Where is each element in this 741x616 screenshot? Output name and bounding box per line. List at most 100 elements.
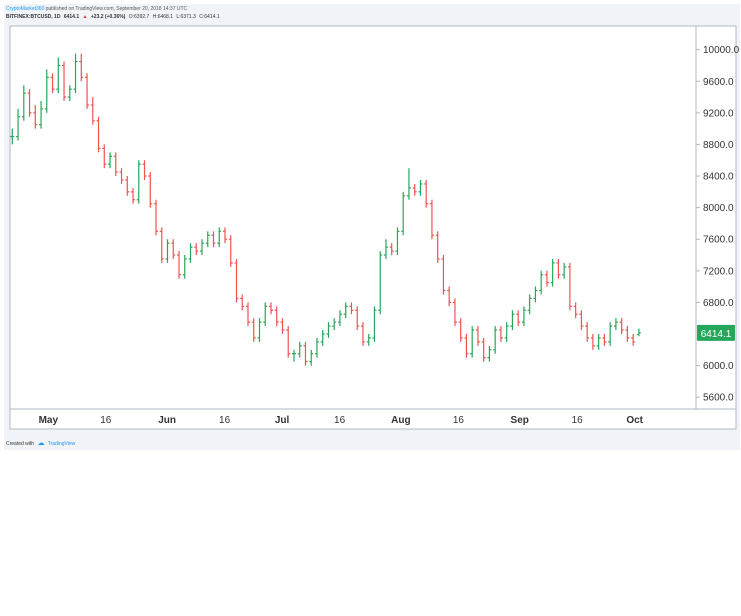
x-tick-label: 16 [334, 415, 346, 426]
change-arrow-icon: ▲ [82, 14, 88, 20]
ohlc-bar [378, 251, 383, 315]
ohlc-bar [62, 61, 67, 102]
ohlc-bar [539, 270, 544, 295]
ohlc-bar [556, 258, 561, 279]
y-tick-label: 5600.0 [703, 393, 734, 404]
ohlc-bar [337, 310, 342, 327]
x-tick-label: Aug [391, 415, 410, 426]
ohlc-bar [631, 333, 636, 346]
x-tick-label: Jun [158, 415, 176, 426]
price-chart[interactable]: 10000.0 9600.0 9200.0 8800.0 8400.0 8000.0 760… [8, 24, 740, 434]
ohlc-bar [608, 322, 613, 346]
last-price-badge-label: 6414.1 [701, 329, 732, 340]
ohlc-bar [79, 53, 84, 82]
ohlc-bar [257, 318, 262, 342]
ohlc-bar [303, 341, 308, 366]
last-price-badge [697, 324, 735, 341]
ohlc-bar [96, 116, 101, 153]
ohlc-bar [148, 172, 153, 208]
ohlc-bar [326, 322, 331, 338]
last-price: 6414.1 [63, 14, 80, 20]
ohlc-bar [412, 183, 417, 196]
ohlc-bar [573, 302, 578, 319]
y-tick-label: 6800.0 [703, 298, 734, 309]
ohlc-bar [441, 255, 446, 295]
y-tick-label: 6000.0 [703, 361, 734, 372]
ohlc-close: C:6414.1 [199, 14, 220, 20]
ohlc-bar [613, 318, 618, 331]
symbol-name: BITFINEX:BTCUSD, 1D [6, 14, 61, 20]
ohlc-bar [291, 349, 296, 362]
ohlc-bar [447, 286, 452, 307]
ohlc-bar [131, 187, 136, 204]
publish-info: CryptoMarket360 published on TradingView… [6, 6, 187, 12]
publish-text: published on TradingView.com, September … [45, 6, 188, 12]
plot-area [9, 25, 697, 410]
ohlc-bar [366, 333, 371, 346]
ohlc-bar [636, 328, 641, 337]
ohlc-bar [579, 310, 584, 331]
ohlc-bar [39, 101, 44, 129]
ohlc-bar [67, 85, 72, 102]
ohlc-bar [154, 199, 159, 236]
ohlc-bar [188, 243, 193, 263]
ohlc-bar [108, 152, 113, 169]
ohlc-bar [544, 270, 549, 287]
author-link[interactable]: CryptoMarket360 [6, 6, 45, 12]
ohlc-bar [222, 227, 227, 244]
ohlc-bar [245, 302, 250, 327]
ohlc-bar [567, 262, 572, 311]
ohlc-bar [389, 243, 394, 256]
ohlc-bar [625, 326, 630, 342]
ohlc-bar [481, 337, 486, 362]
y-tick-label: 7600.0 [703, 235, 734, 246]
ohlc-bar [56, 57, 61, 94]
ohlc-bar [527, 294, 532, 315]
ohlc-bar [475, 326, 480, 346]
price-axis [695, 25, 737, 410]
ohlc-bar [464, 333, 469, 358]
ohlc-bar [10, 128, 15, 145]
ohlc-bar [383, 239, 388, 259]
ohlc-bar [159, 227, 164, 263]
ohlc-bar [119, 168, 124, 184]
ohlc-bar [240, 294, 245, 311]
ohlc-bar [401, 191, 406, 236]
ohlc-bar [550, 258, 555, 287]
y-tick-label: 9200.0 [703, 108, 734, 119]
ohlc-bar [504, 322, 509, 342]
ohlc-bar [516, 310, 521, 327]
ohlc-bar [102, 144, 107, 169]
ohlc-bar [205, 231, 210, 248]
footer: Created with ☁ TradingView [6, 439, 75, 447]
ohlc-bar [360, 322, 365, 346]
x-tick-label: 16 [100, 415, 112, 426]
ohlc-bar [171, 239, 176, 259]
ohlc-bar [429, 199, 434, 240]
ohlc-bar [125, 176, 130, 196]
ohlc-bar [332, 318, 337, 331]
ohlc-bar [406, 168, 411, 200]
ohlc-bar [602, 333, 607, 346]
x-tick-label: 16 [572, 415, 584, 426]
y-tick-label: 8400.0 [703, 172, 734, 183]
y-tick-label: 8800.0 [703, 140, 734, 151]
ohlc-bar [90, 97, 95, 125]
ohlc-bar [510, 310, 515, 331]
ohlc-bar [73, 53, 78, 94]
ohlc-bar [435, 231, 440, 263]
ohlc-bar [268, 302, 273, 315]
x-tick-label: 16 [453, 415, 465, 426]
ohlc-bar [619, 318, 624, 334]
y-tick-label: 10000.0 [703, 45, 740, 56]
ohlc-bar [217, 227, 222, 248]
ohlc-bar [228, 235, 233, 267]
tradingview-link[interactable]: TradingView [47, 441, 76, 447]
ohlc-bar [263, 302, 268, 327]
ohlc-bar [487, 345, 492, 362]
ohlc-bar [493, 326, 498, 354]
ohlc-bar [585, 322, 590, 342]
ohlc-bar [470, 326, 475, 358]
ohlc-bar [355, 306, 360, 331]
ohlc-bar [177, 251, 182, 279]
